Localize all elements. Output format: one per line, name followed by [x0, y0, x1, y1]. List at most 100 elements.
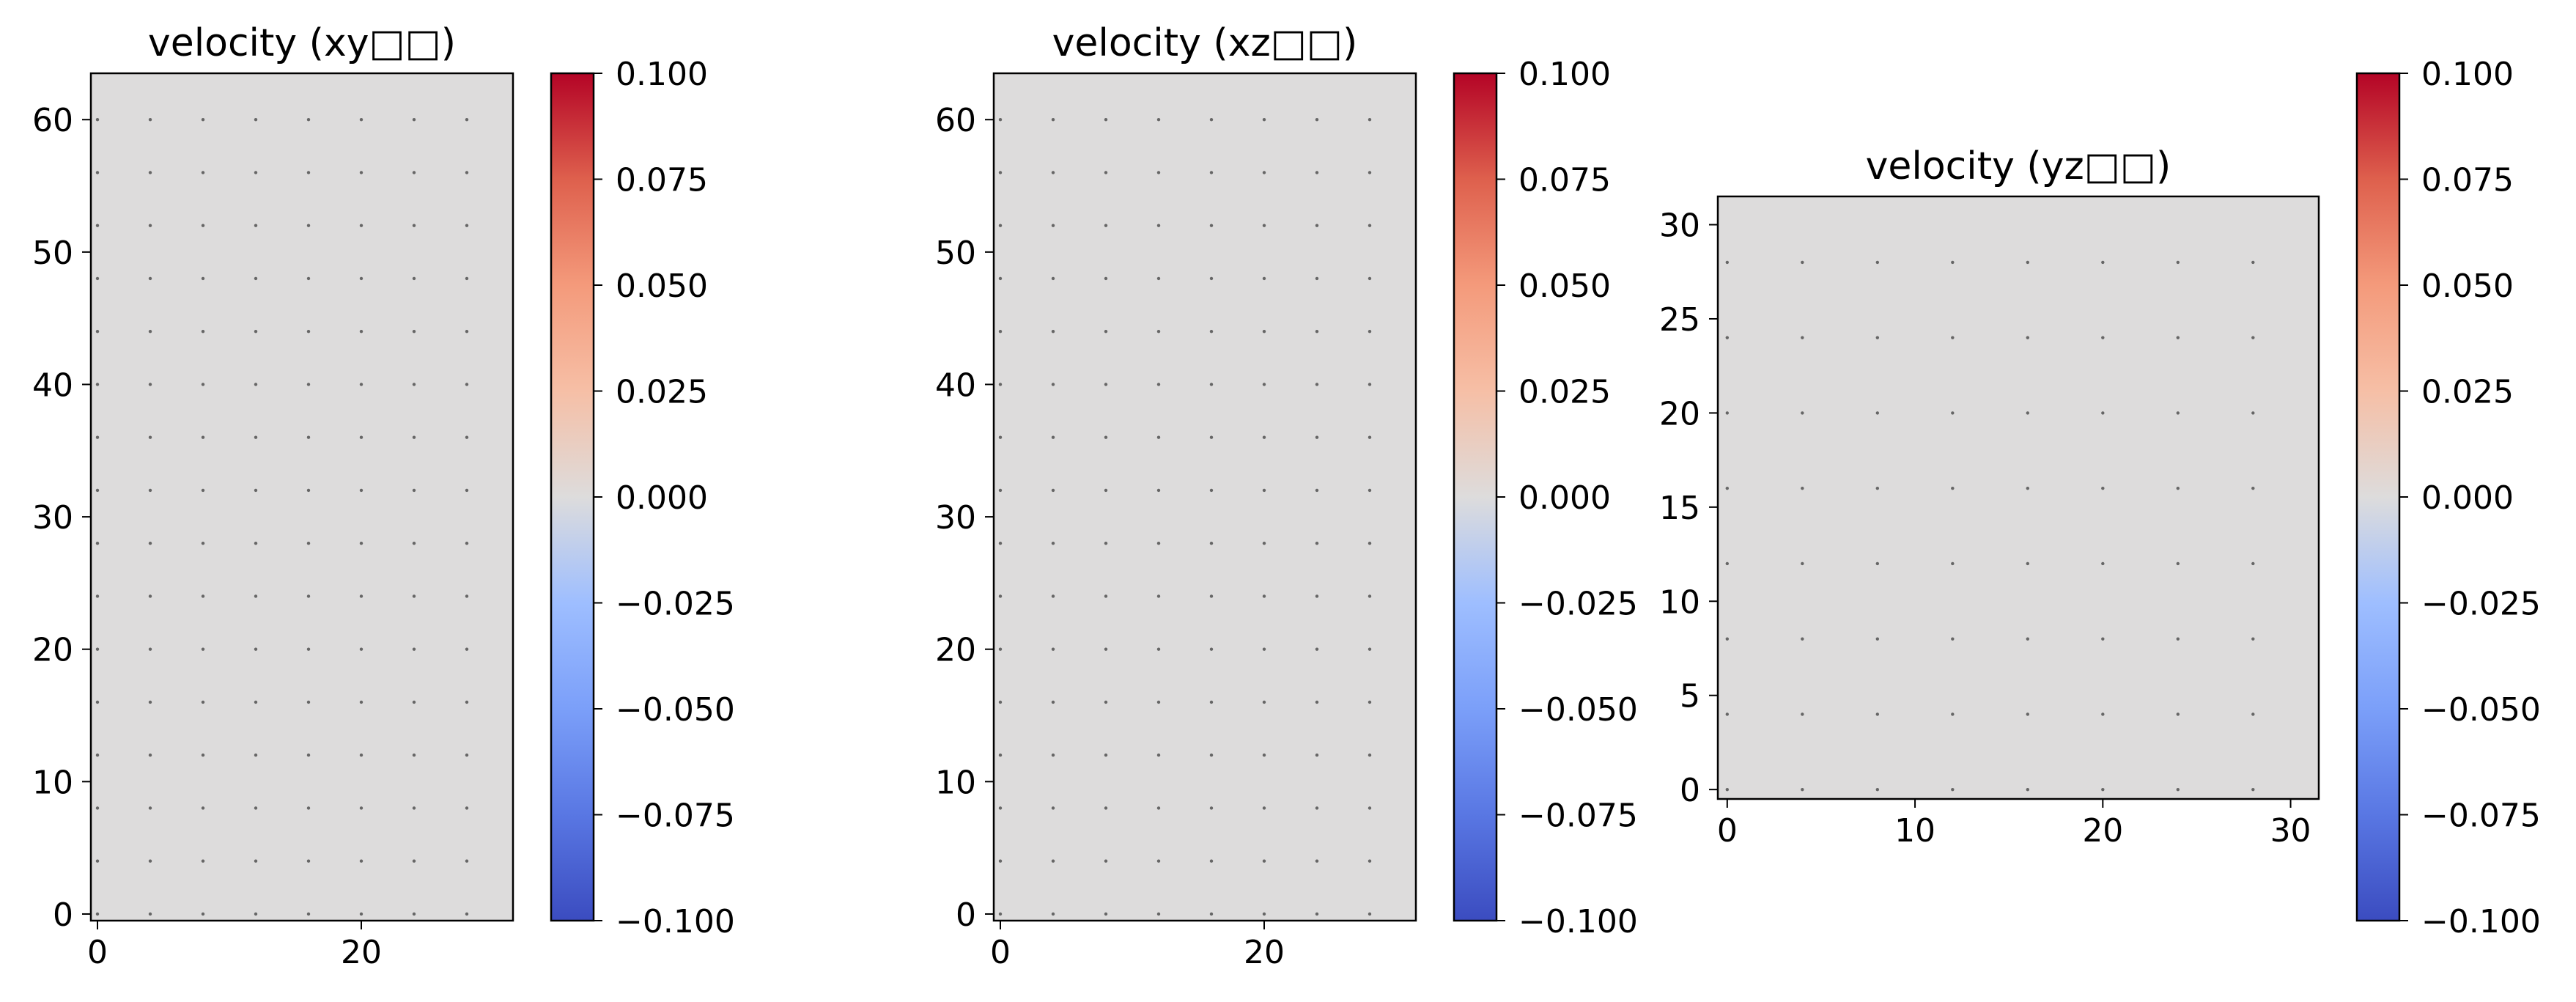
quiver-point	[1104, 700, 1108, 704]
quiver-point	[1104, 542, 1108, 545]
quiver-point	[148, 488, 152, 493]
y-tick-label: 60	[935, 102, 976, 139]
quiver-point	[2101, 411, 2105, 415]
quiver-point	[2176, 486, 2180, 490]
quiver-point	[306, 859, 311, 863]
quiver-point	[1156, 542, 1161, 545]
colorbar-tick-label: −0.025	[2421, 586, 2541, 623]
quiver-point	[1156, 488, 1161, 493]
quiver-point	[998, 276, 1003, 281]
y-tick-label: 10	[935, 764, 976, 801]
quiver-point	[306, 276, 311, 281]
quiver-point	[2251, 336, 2255, 339]
quiver-point	[1315, 224, 1319, 227]
quiver-point	[95, 171, 100, 174]
colorbar-tick-label: 0.100	[616, 56, 708, 93]
quiver-point	[254, 700, 258, 704]
quiver-point	[359, 171, 363, 174]
quiver-point	[1315, 383, 1319, 386]
quiver-point	[1315, 594, 1319, 598]
x-tick-label: 20	[341, 934, 382, 971]
quiver-point	[359, 912, 363, 916]
quiver-point	[1209, 118, 1214, 122]
quiver-point	[1368, 276, 1372, 281]
y-tick-label: 25	[1659, 301, 1700, 339]
quiver-point	[254, 912, 258, 916]
quiver-point	[1104, 912, 1108, 916]
quiver-point	[2176, 712, 2180, 716]
x-tick-label: 20	[2082, 812, 2123, 850]
quiver-point	[998, 488, 1003, 493]
quiver-point	[1801, 260, 1804, 265]
quiver-point	[1951, 712, 1955, 716]
y-tick-label: 30	[935, 499, 976, 537]
quiver-point	[201, 806, 205, 810]
y-tick-label: 50	[935, 235, 976, 272]
quiver-point	[1368, 594, 1372, 598]
plot-title: velocity (xy□□)	[148, 21, 456, 65]
quiver-point	[2026, 712, 2030, 716]
quiver-point	[306, 118, 311, 122]
quiver-point	[1156, 330, 1161, 334]
y-tick-label: 30	[1659, 207, 1700, 245]
colorbar-tick-label: 0.075	[616, 162, 708, 199]
quiver-point	[1368, 383, 1372, 386]
quiver-point	[359, 594, 363, 598]
y-tick-label: 20	[935, 632, 976, 669]
quiver-point	[1209, 330, 1214, 334]
quiver-point	[359, 330, 363, 334]
quiver-point	[359, 276, 363, 281]
x-tick-label: 0	[1717, 812, 1738, 850]
quiver-point	[254, 171, 258, 174]
quiver-point	[1875, 260, 1880, 265]
quiver-point	[2026, 561, 2030, 566]
quiver-point	[1725, 336, 1730, 339]
quiver-point	[2176, 260, 2180, 265]
quiver-point	[148, 330, 152, 334]
quiver-point	[1262, 435, 1266, 439]
quiver-point	[998, 700, 1003, 704]
quiver-point	[201, 224, 205, 227]
quiver-point	[998, 912, 1003, 916]
quiver-point	[359, 383, 363, 386]
quiver-point	[1209, 383, 1214, 386]
colorbar-tick-label: −0.050	[1518, 691, 1638, 729]
quiver-point	[1951, 260, 1955, 265]
quiver-point	[1156, 912, 1161, 916]
quiver-point	[465, 276, 469, 281]
y-tick-label: 10	[1659, 583, 1700, 621]
quiver-point	[1156, 859, 1161, 863]
quiver-point	[1104, 488, 1108, 493]
quiver-point	[1875, 712, 1880, 716]
quiver-point	[465, 224, 469, 227]
quiver-point	[1315, 754, 1319, 757]
quiver-point	[1104, 383, 1108, 386]
quiver-point	[254, 330, 258, 334]
quiver-point	[148, 171, 152, 174]
quiver-point	[254, 383, 258, 386]
quiver-point	[1368, 171, 1372, 174]
quiver-point	[2026, 411, 2030, 415]
quiver-point	[465, 647, 469, 651]
colorbar-tick-label: −0.075	[1518, 797, 1638, 835]
quiver-point	[2176, 637, 2180, 641]
quiver-point	[1368, 647, 1372, 651]
quiver-point	[1725, 712, 1730, 716]
plot-title: velocity (yz□□)	[1866, 144, 2171, 188]
y-tick-label: 50	[32, 235, 73, 272]
quiver-point	[306, 647, 311, 651]
quiver-point	[359, 488, 363, 493]
quiver-point	[148, 118, 152, 122]
colorbar-tick-label: −0.100	[1518, 903, 1638, 940]
quiver-point	[2101, 336, 2105, 339]
quiver-point	[412, 383, 416, 386]
quiver-point	[254, 276, 258, 281]
quiver-point	[2251, 486, 2255, 490]
x-tick-label: 10	[1894, 812, 1935, 850]
quiver-point	[998, 754, 1003, 757]
quiver-point	[1156, 647, 1161, 651]
quiver-point	[201, 118, 205, 122]
quiver-point	[254, 488, 258, 493]
quiver-point	[998, 224, 1003, 227]
